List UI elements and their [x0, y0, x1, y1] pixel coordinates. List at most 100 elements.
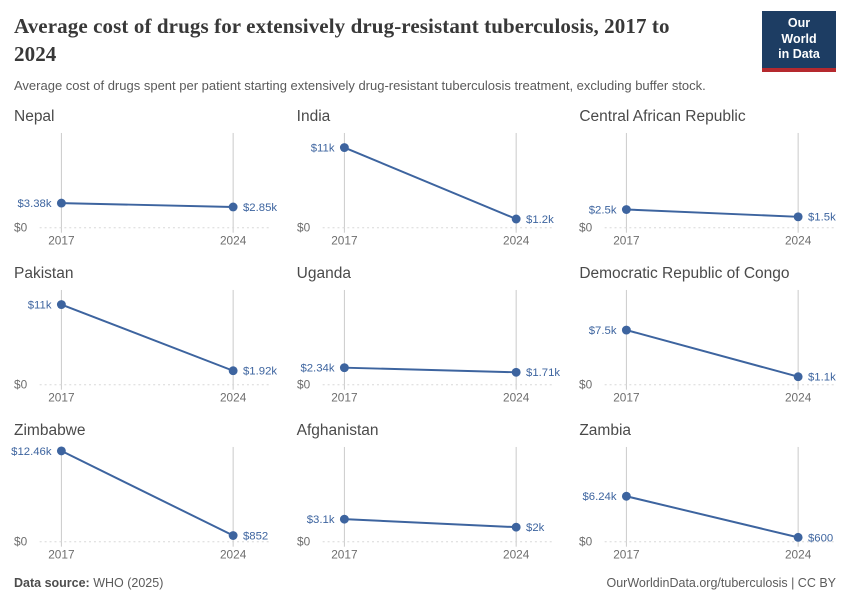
data-line: [626, 495, 799, 539]
facet-panel: Afghanistan $0 $3.1k $2k 2017 2024: [297, 422, 554, 570]
x-tick-label: 2024: [220, 547, 247, 561]
start-value-label: $3.1k: [306, 514, 334, 526]
data-point: [622, 325, 632, 335]
chart-subtitle: Average cost of drugs spent per patient …: [14, 77, 706, 93]
end-value-label: $1.71k: [526, 367, 560, 379]
data-point: [622, 204, 632, 214]
x-tick-label: 2024: [220, 233, 247, 247]
x-tick-label: 2024: [503, 390, 530, 404]
data-point: [511, 367, 521, 377]
y-zero-label: $0: [579, 220, 593, 234]
facet-title: Zimbabwe: [14, 421, 86, 439]
data-line: [626, 208, 799, 218]
x-tick-label: 2024: [503, 233, 530, 247]
data-source-label: Data source:: [14, 576, 90, 590]
data-point: [228, 202, 238, 212]
facet-chart: $0 $7.5k $1.1k 2017 2024: [579, 289, 836, 404]
facet-chart: $0 $2.5k $1.5k 2017 2024: [579, 132, 836, 247]
facet-grid: Nepal $0 $3.38k $2.85k 2017 2024 India $0 $11k $1…: [11, 107, 836, 570]
attribution-link[interactable]: OurWorldinData.org/tuberculosis | CC BY: [606, 576, 837, 590]
x-tick-label: 2017: [48, 390, 74, 404]
data-line: [61, 201, 234, 208]
data-point: [794, 372, 803, 381]
facet-chart: $0 $12.46k $852 2017 2024: [11, 446, 271, 561]
header: Average cost of drugs for extensively dr…: [14, 11, 836, 95]
facet-panel: Nepal $0 $3.38k $2.85k 2017 2024: [14, 107, 277, 256]
data-source: Data source: WHO (2025): [14, 576, 163, 590]
x-tick-label: 2017: [614, 390, 640, 404]
x-tick-label: 2017: [48, 233, 74, 247]
start-value-label: $6.24k: [583, 491, 617, 503]
data-point: [339, 514, 349, 524]
facet-title: India: [296, 107, 331, 125]
y-zero-label: $0: [14, 377, 28, 391]
x-tick-label: 2024: [785, 547, 812, 561]
data-point: [56, 446, 66, 456]
facet-chart: $0 $11k $1.2k 2017 2024: [297, 132, 554, 247]
start-value-label: $11k: [28, 299, 52, 311]
data-point: [56, 198, 66, 208]
x-tick-label: 2017: [331, 547, 357, 561]
data-point: [794, 532, 803, 542]
start-value-label: $2.34k: [300, 362, 334, 374]
facet-panel: Uganda $0 $2.34k $1.71k 2017 2024: [297, 265, 560, 413]
facet-chart: $0 $11k $1.92k 2017 2024: [14, 289, 277, 404]
end-value-label: $2.85k: [243, 202, 277, 214]
facet-chart: $0 $3.1k $2k 2017 2024: [297, 446, 554, 561]
owid-logo-line1: Our World: [781, 16, 817, 46]
start-value-label: $12.46k: [11, 446, 52, 458]
facet-panel: India $0 $11k $1.2k 2017 2024: [297, 108, 554, 256]
y-zero-label: $0: [297, 220, 311, 234]
start-value-label: $2.5k: [589, 204, 617, 216]
start-value-label: $11k: [310, 142, 334, 154]
facet-title: Central African Republic: [579, 107, 746, 125]
x-tick-label: 2024: [785, 233, 812, 247]
data-line: [626, 328, 799, 378]
facet-title: Zambia: [579, 421, 632, 439]
data-point: [228, 366, 238, 375]
facet-panel: Zimbabwe $0 $12.46k $852 2017 2024: [11, 421, 271, 570]
end-value-label: $2k: [526, 522, 545, 534]
facet-title: Democratic Republic of Congo: [579, 264, 790, 282]
data-point: [228, 530, 238, 540]
owid-logo[interactable]: Our World in Data: [762, 11, 836, 72]
data-line: [60, 449, 234, 537]
start-value-label: $3.38k: [17, 198, 51, 210]
end-value-label: $1.5k: [808, 211, 836, 223]
data-line: [61, 303, 234, 372]
data-line: [343, 146, 517, 220]
end-value-label: $1.2k: [526, 214, 554, 226]
facet-chart: $0 $6.24k $600 2017 2024: [579, 446, 836, 561]
facet-chart: $0 $2.34k $1.71k 2017 2024: [297, 289, 560, 404]
data-point: [339, 363, 349, 372]
facet-title: Afghanistan: [296, 421, 379, 439]
data-point: [794, 212, 803, 221]
facet-panel: Democratic Republic of Congo $0 $7.5k $1.1k…: [579, 265, 836, 413]
start-value-label: $7.5k: [589, 325, 617, 337]
end-value-label: $1.1k: [808, 371, 836, 383]
x-tick-label: 2017: [48, 547, 74, 561]
y-zero-label: $0: [14, 220, 28, 234]
y-zero-label: $0: [297, 535, 311, 549]
x-tick-label: 2024: [785, 390, 812, 404]
y-zero-label: $0: [579, 535, 593, 549]
facet-title: Pakistan: [14, 264, 74, 282]
facet-title: Nepal: [14, 107, 55, 125]
x-tick-label: 2017: [331, 390, 357, 404]
x-tick-label: 2017: [614, 233, 640, 247]
facet-panel: Zambia $0 $6.24k $600 2017 2024: [579, 422, 836, 570]
facet-panel: Pakistan $0 $11k $1.92k 2017 2024: [14, 264, 277, 413]
facet-chart: $0 $3.38k $2.85k 2017 2024: [14, 132, 277, 247]
end-value-label: $852: [243, 530, 268, 542]
owid-logo-line2: in Data: [778, 47, 820, 62]
x-tick-label: 2017: [331, 233, 357, 247]
footer: Data source: WHO (2025) OurWorldinData.o…: [14, 570, 836, 590]
y-zero-label: $0: [579, 377, 593, 391]
chart-title: Average cost of drugs for extensively dr…: [14, 14, 670, 66]
end-value-label: $1.92k: [243, 365, 277, 377]
data-point: [622, 491, 632, 501]
data-source-value: WHO (2025): [93, 576, 164, 590]
y-zero-label: $0: [14, 535, 28, 549]
data-line: [344, 366, 516, 374]
